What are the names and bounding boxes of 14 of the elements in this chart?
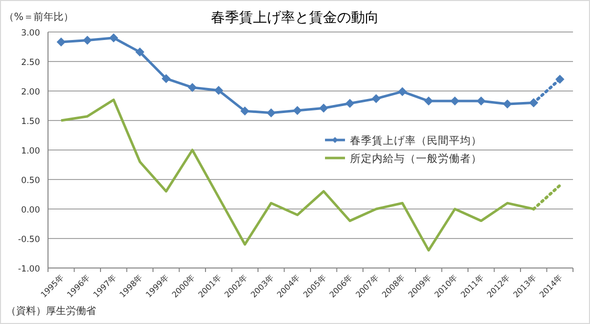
y-tick-label: 0.50 bbox=[21, 176, 40, 186]
text: （資料）厚生労働省 bbox=[6, 305, 96, 317]
chart-title: 春季賃上げ率と賃金の動向 bbox=[211, 10, 379, 26]
y-axis-title: （%＝前年比） bbox=[4, 11, 74, 23]
y-tick-label: 1.50 bbox=[21, 117, 40, 127]
y-tick-label: 3.00 bbox=[21, 28, 40, 38]
y-tick-label: -1.00 bbox=[18, 264, 40, 274]
legend-label: 春季賃上げ率（民間平均） bbox=[350, 134, 482, 147]
y-tick-label: 1.00 bbox=[21, 146, 40, 156]
y-tick-label: 0.00 bbox=[21, 206, 40, 216]
y-tick-label: 2.00 bbox=[21, 88, 40, 98]
legend-label: 所定内給与（一般労働者） bbox=[350, 152, 482, 165]
y-tick-label: 2.50 bbox=[21, 58, 40, 68]
y-tick-label: -0.50 bbox=[18, 235, 40, 245]
